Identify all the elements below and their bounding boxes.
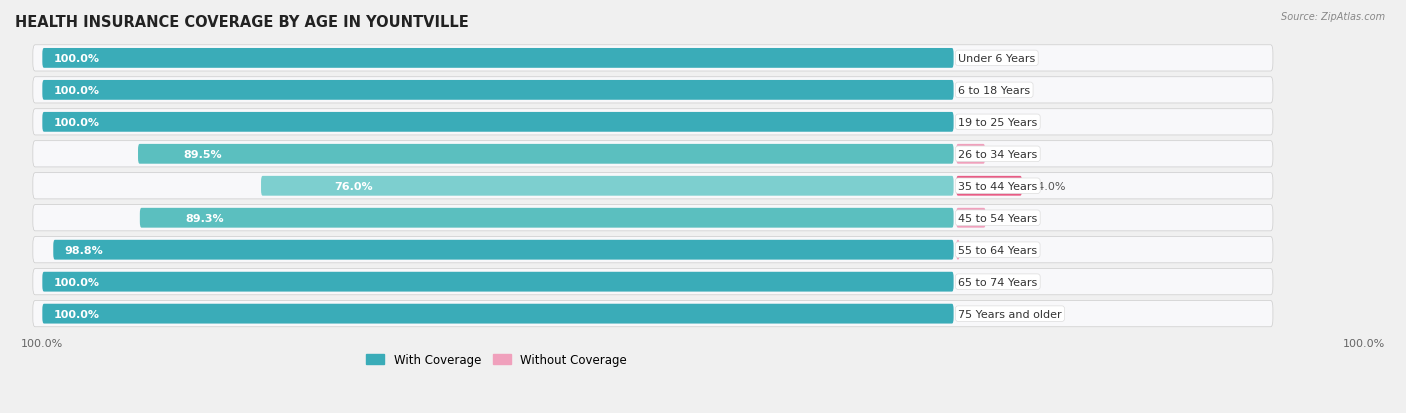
FancyBboxPatch shape <box>32 46 1272 72</box>
Text: 98.8%: 98.8% <box>65 245 103 255</box>
FancyBboxPatch shape <box>42 49 953 69</box>
Text: 45 to 54 Years: 45 to 54 Years <box>957 213 1038 223</box>
FancyBboxPatch shape <box>32 301 1272 327</box>
Text: 35 to 44 Years: 35 to 44 Years <box>957 181 1038 191</box>
FancyBboxPatch shape <box>42 113 953 133</box>
FancyBboxPatch shape <box>32 141 1272 168</box>
Text: 19 to 25 Years: 19 to 25 Years <box>957 118 1038 128</box>
Text: 76.0%: 76.0% <box>335 181 373 191</box>
Text: 89.3%: 89.3% <box>186 213 224 223</box>
FancyBboxPatch shape <box>956 208 986 228</box>
FancyBboxPatch shape <box>32 173 1272 199</box>
FancyBboxPatch shape <box>956 176 1022 196</box>
FancyBboxPatch shape <box>32 237 1272 263</box>
Text: 0.0%: 0.0% <box>965 277 993 287</box>
FancyBboxPatch shape <box>42 304 953 324</box>
FancyBboxPatch shape <box>138 145 953 164</box>
Text: 10.5%: 10.5% <box>993 150 1028 159</box>
Text: Under 6 Years: Under 6 Years <box>957 54 1035 64</box>
Text: 0.0%: 0.0% <box>965 309 993 319</box>
Text: HEALTH INSURANCE COVERAGE BY AGE IN YOUNTVILLE: HEALTH INSURANCE COVERAGE BY AGE IN YOUN… <box>15 15 468 30</box>
Text: 10.7%: 10.7% <box>994 213 1029 223</box>
Text: 75 Years and older: 75 Years and older <box>957 309 1062 319</box>
Text: 100.0%: 100.0% <box>1343 338 1385 348</box>
Text: 24.0%: 24.0% <box>1031 181 1066 191</box>
Text: Source: ZipAtlas.com: Source: ZipAtlas.com <box>1281 12 1385 22</box>
FancyBboxPatch shape <box>262 176 953 196</box>
FancyBboxPatch shape <box>32 78 1272 104</box>
Text: 26 to 34 Years: 26 to 34 Years <box>957 150 1038 159</box>
Text: 100.0%: 100.0% <box>53 277 100 287</box>
FancyBboxPatch shape <box>42 272 953 292</box>
Text: 100.0%: 100.0% <box>53 309 100 319</box>
FancyBboxPatch shape <box>32 205 1272 231</box>
Text: 100.0%: 100.0% <box>53 118 100 128</box>
Legend: With Coverage, Without Coverage: With Coverage, Without Coverage <box>361 349 631 371</box>
Text: 1.2%: 1.2% <box>967 245 997 255</box>
FancyBboxPatch shape <box>139 208 953 228</box>
FancyBboxPatch shape <box>956 240 960 260</box>
Text: 100.0%: 100.0% <box>53 54 100 64</box>
Text: 55 to 64 Years: 55 to 64 Years <box>957 245 1038 255</box>
Text: 65 to 74 Years: 65 to 74 Years <box>957 277 1038 287</box>
Text: 0.0%: 0.0% <box>965 54 993 64</box>
FancyBboxPatch shape <box>53 240 953 260</box>
FancyBboxPatch shape <box>32 269 1272 295</box>
Text: 0.0%: 0.0% <box>965 118 993 128</box>
FancyBboxPatch shape <box>956 145 986 164</box>
FancyBboxPatch shape <box>32 109 1272 135</box>
Text: 100.0%: 100.0% <box>53 85 100 96</box>
Text: 89.5%: 89.5% <box>184 150 222 159</box>
Text: 0.0%: 0.0% <box>965 85 993 96</box>
FancyBboxPatch shape <box>42 81 953 100</box>
Text: 6 to 18 Years: 6 to 18 Years <box>957 85 1031 96</box>
Text: 100.0%: 100.0% <box>21 338 63 348</box>
